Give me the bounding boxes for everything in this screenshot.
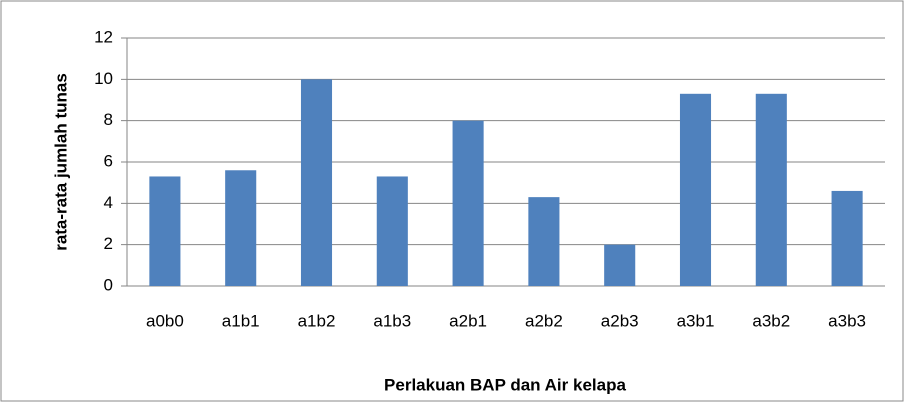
x-tick-label: a1b1	[222, 311, 260, 330]
y-axis-label: rata-rata jumlah tunas	[51, 73, 70, 251]
y-tick-label: 0	[104, 275, 113, 294]
bar	[831, 190, 863, 286]
bar	[149, 176, 181, 286]
x-tick-label: a2b3	[601, 311, 639, 330]
x-axis-label: Perlakuan BAP dan Air kelapa	[384, 375, 626, 394]
bar	[528, 197, 560, 286]
bar	[452, 120, 484, 287]
bar	[225, 170, 257, 286]
x-tick-label: a3b3	[828, 311, 866, 330]
bar	[679, 93, 712, 286]
y-tick-label: 2	[104, 234, 113, 253]
y-tick-label: 6	[104, 151, 113, 170]
x-tick-label: a3b1	[677, 311, 715, 330]
x-tick-label: a1b3	[373, 311, 411, 330]
x-tick-label: a3b2	[752, 311, 790, 330]
y-tick-label: 10	[94, 69, 113, 88]
y-tick-label: 12	[94, 27, 113, 46]
y-tick-label: 8	[104, 110, 113, 129]
x-tick-label: a1b2	[298, 311, 336, 330]
bar	[376, 176, 408, 286]
y-tick-label: 4	[104, 193, 113, 212]
x-tick-label: a2b1	[449, 311, 487, 330]
x-tick-label: a2b2	[525, 311, 563, 330]
bar	[604, 244, 636, 286]
x-tick-label: a0b0	[146, 311, 184, 330]
bar	[755, 93, 787, 286]
bar	[300, 79, 333, 286]
